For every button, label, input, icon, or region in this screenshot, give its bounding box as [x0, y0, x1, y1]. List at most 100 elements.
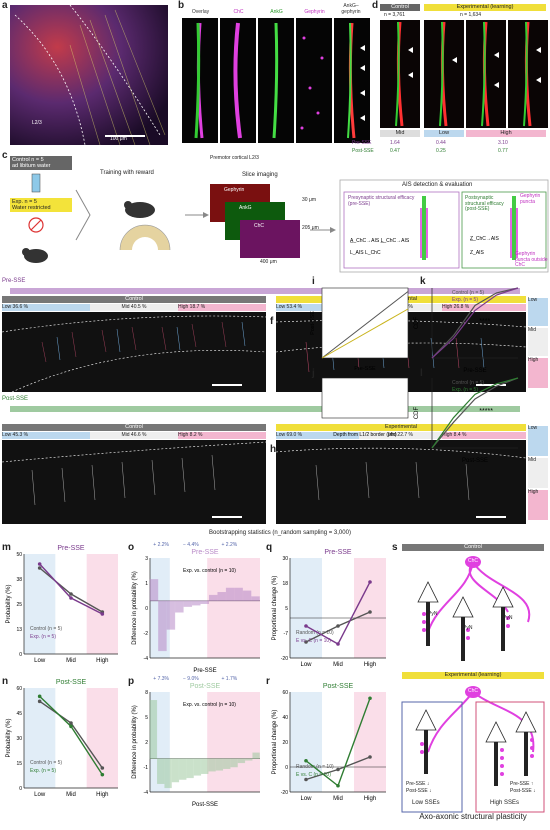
point-q-0: [368, 610, 372, 614]
panel-label-i: i: [312, 276, 315, 287]
ytick-r: -20: [281, 790, 288, 796]
ylabel-m: Probability (%): [6, 584, 12, 623]
panel-i-fit-exp: [321, 308, 409, 359]
bar-o: [217, 592, 226, 602]
xtick-r: Mid: [333, 796, 343, 802]
point-q-1: [336, 642, 340, 646]
bar-o: [192, 600, 201, 606]
ytick-m: 50: [16, 552, 22, 558]
ytick-p: 5: [145, 715, 148, 721]
point-m-1: [69, 596, 73, 600]
ylabel-n: Probability (%): [6, 718, 12, 757]
xtick-q: Mid: [333, 662, 343, 668]
experimental-header: Experimental (learning): [424, 4, 546, 11]
panel-label-b: b: [178, 0, 185, 11]
s-legend-low-post: Post-SSE ↓: [406, 788, 432, 794]
svg-text:Z̲_ChC→AIS: Z̲_ChC→AIS: [469, 236, 499, 242]
control-group-box: Control n = 5 ad libitum water: [10, 156, 72, 170]
bar-p: [186, 758, 194, 779]
panel-g-image: [2, 440, 266, 524]
panel-e-title: Control: [2, 296, 266, 303]
control-n: n = 3,761: [384, 12, 405, 18]
xlabel-k: Pre-SSE: [463, 368, 486, 374]
ytick-m: 13: [16, 627, 22, 633]
point-r-1: [368, 696, 372, 701]
title-r: Post-SSE: [323, 683, 354, 690]
legend-m-0: Control (n = 5): [30, 626, 62, 632]
legend-l-1: Exp. (n = 5): [452, 387, 478, 393]
s-pyn-3: PyN: [503, 615, 513, 621]
legend-n-0: Control (n = 5): [30, 760, 62, 766]
point-m-1: [100, 612, 105, 616]
ytick-n: 0: [19, 786, 22, 792]
panel-c: Control n = 5 ad libitum water Exp. n = 5…: [10, 155, 550, 276]
gephyrin-puncta-label: Gephyrin puncta: [520, 193, 541, 205]
bin-mid: Mid: [380, 130, 420, 137]
pre-scale-high: High: [528, 357, 548, 388]
point-n-1: [100, 772, 105, 777]
ytick-o: -4: [144, 656, 149, 662]
annotation-o-2: + 2.2%: [222, 542, 238, 548]
exp-group-box: Exp. n = 5 Water restricted: [10, 198, 72, 212]
gephyrin-outside-label: Gephyrin puncta outside ChC: [515, 251, 548, 268]
post-value-mid: 0.47: [390, 148, 400, 154]
legend-q-1: E vs. C (n = 10): [296, 638, 331, 644]
pre-value-high: 3.10: [498, 140, 508, 146]
post-section-bar: [10, 406, 520, 412]
legend-m-1: Exp. (n = 5): [30, 634, 56, 640]
band-high-o: [207, 558, 260, 658]
point-m-0: [69, 592, 73, 596]
panel-h-mid: Mid 22.7 %: [359, 432, 442, 439]
bar-p: [193, 758, 202, 776]
xlabel-j: Depth from L1/2 border (μm): [333, 432, 397, 438]
ytick-o: -2: [144, 631, 149, 637]
panel-h-high: High 8.4 %: [442, 432, 526, 439]
point-q-0: [304, 640, 308, 644]
xtick-q: High: [364, 662, 376, 668]
panel-e-mid: Mid 40.5 %: [90, 304, 178, 311]
panel-i-fit-control: [321, 291, 409, 359]
bin-high: High: [466, 130, 546, 137]
ytick-q: 5: [285, 606, 288, 612]
ytick-r: 20: [282, 740, 288, 746]
panel-label-s: s: [392, 542, 398, 553]
s-legend-low-pre: Pre-SSE ↓: [406, 781, 430, 787]
xtick-m: High: [96, 658, 108, 664]
ais-title: AIS detection & evaluation: [402, 182, 473, 188]
point-n-1: [37, 694, 42, 699]
bar-p: [157, 758, 165, 784]
pre-section-bar: [10, 288, 520, 294]
panel-g-low: Low 45.3 %: [2, 432, 90, 439]
exp-n: n = 1,634: [460, 12, 481, 18]
bar-o: [166, 600, 176, 630]
xtick-m: Low: [34, 658, 46, 664]
point-n-0: [69, 721, 73, 725]
ylabel-l: CDF: [414, 407, 420, 420]
point-n-0: [37, 699, 42, 704]
title-m: Pre-SSE: [57, 545, 85, 552]
pre-sse-row-label: Pre-SSE: [352, 140, 372, 146]
pre-scale-low: Low: [528, 297, 548, 326]
bar-p: [245, 758, 253, 761]
panel-label-c: c: [2, 150, 8, 161]
panel-c-schematic: A̲_ChC→AIS L̲_ChC→AIS L_AIS L_ChC Z̲_ChC…: [22, 173, 549, 273]
panel-label-q: q: [266, 542, 273, 553]
ytick-o: 3: [145, 556, 148, 562]
band-low-n: [24, 688, 56, 788]
post-side-scale: Low Mid High: [528, 424, 548, 524]
band-high-m: [86, 554, 118, 654]
ytick-p: 8: [145, 690, 148, 696]
xlabel-l: Post-SSE: [462, 458, 488, 464]
ytick-m: 38: [16, 577, 22, 583]
stat-k: ****: [479, 318, 490, 325]
xtick-n: Mid: [66, 792, 76, 798]
band-high-p: [207, 692, 260, 792]
point-r-0: [368, 755, 372, 759]
title-n: Post-SSE: [56, 679, 87, 686]
bar-o: [200, 600, 209, 604]
bar-o: [225, 587, 235, 602]
ytick-n: 30: [16, 736, 22, 742]
s-legend-high-pre: Pre-SSE ↑: [510, 781, 534, 787]
annotation-o-0: + 2.2%: [153, 542, 169, 548]
svg-text:Z_AIS: Z_AIS: [470, 250, 485, 256]
